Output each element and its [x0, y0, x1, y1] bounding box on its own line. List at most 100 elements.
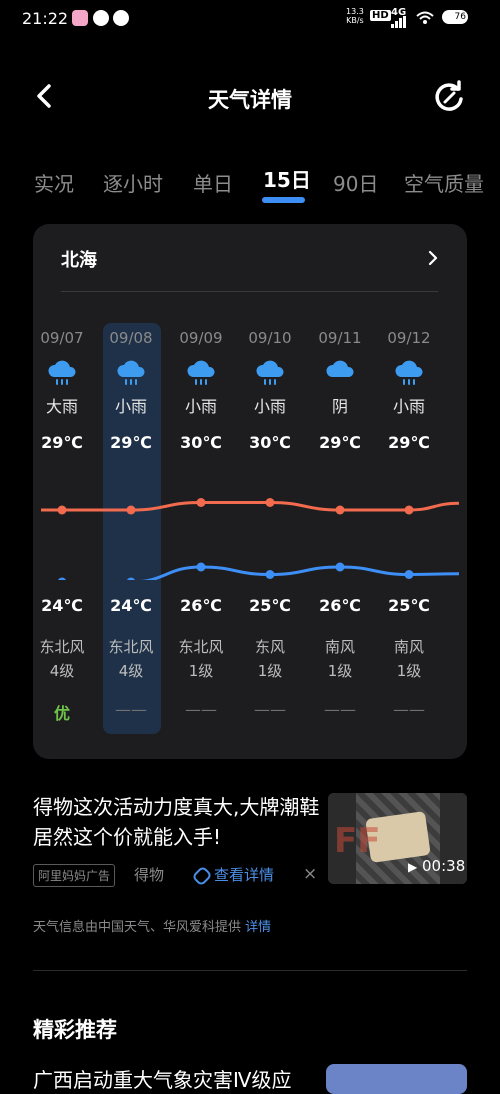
day-wind-direction: 东风	[254, 638, 285, 656]
card-divider	[61, 291, 438, 292]
day-date: 09/08	[109, 329, 153, 347]
low-temp-point	[57, 577, 67, 580]
signal-label: 4G	[391, 7, 407, 18]
battery-level: 76	[454, 12, 466, 22]
tab-15-day[interactable]: 15日	[263, 168, 311, 192]
day-condition: 阴	[331, 397, 348, 416]
day-air-quality: ——	[254, 700, 286, 719]
battery-icon: 76	[442, 10, 468, 24]
tab-hourly[interactable]: 逐小时	[103, 172, 163, 196]
low-temp-line	[140, 565, 460, 580]
temperature-chart	[40, 498, 460, 580]
day-wind-direction: 南风	[324, 638, 355, 656]
high-temp-point	[335, 505, 345, 515]
recommend-title: 精彩推荐	[33, 1018, 117, 1042]
day-condition: 大雨	[45, 397, 78, 416]
low-temp-point	[196, 562, 206, 572]
play-icon: ▶	[408, 860, 418, 874]
app-notification-icon	[113, 10, 129, 26]
status-time: 21:22	[22, 9, 69, 28]
section-divider	[33, 970, 467, 971]
chevron-right-icon[interactable]	[424, 248, 442, 268]
high-temp-point	[404, 505, 414, 515]
day-date: 09/11	[318, 329, 362, 347]
data-provider: 天气信息由中国天气、华风爱科提供 详情	[33, 916, 271, 935]
day-condition: 小雨	[253, 397, 286, 416]
active-tab-indicator	[262, 197, 305, 203]
high-temp-point	[265, 498, 275, 507]
rain-cloud-icon	[117, 360, 145, 385]
ad-detail-link[interactable]: 查看详情	[191, 864, 275, 887]
rain-cloud-icon	[256, 360, 284, 385]
day-low-temp: 25℃	[388, 596, 430, 615]
day-low-temp: 26℃	[319, 596, 361, 615]
day-condition: 小雨	[114, 397, 147, 416]
day-wind-level: 4级	[49, 662, 75, 680]
high-temp-point	[126, 505, 136, 515]
day-wind-direction: 南风	[393, 638, 424, 656]
ad-detail-link-label: 查看详情	[214, 866, 275, 884]
selected-day-highlight	[103, 323, 161, 734]
day-high-temp: 29℃	[319, 433, 361, 452]
day-low-temp: 24℃	[41, 596, 83, 615]
status-bar: 21:22 13.3 KB/s HD 4G 76	[0, 0, 500, 36]
net-speed: 13.3 KB/s	[346, 7, 364, 25]
city-name[interactable]: 北海	[61, 250, 97, 271]
low-temp-point	[404, 570, 414, 579]
day-wind-level: 1级	[188, 662, 214, 680]
refresh-icon[interactable]	[432, 80, 466, 114]
tab-single-day[interactable]: 单日	[193, 172, 233, 196]
day-low-temp: 24℃	[110, 596, 152, 615]
day-date: 09/07	[40, 329, 84, 347]
low-temp-point	[126, 577, 136, 580]
app-notification-icon	[93, 10, 109, 26]
ad-headline[interactable]: 得物这次活动力度真大,大牌潮鞋居然这个价就能入手!	[33, 795, 320, 849]
day-condition: 小雨	[184, 397, 217, 416]
back-arrow-icon[interactable]	[32, 83, 58, 109]
hd-badge: HD	[370, 10, 391, 21]
low-temp-point	[335, 562, 345, 572]
recommend-item-title[interactable]: 广西启动重大气象灾害Ⅳ级应	[33, 1068, 292, 1092]
day-date: 09/10	[248, 329, 292, 347]
link-icon	[191, 864, 213, 887]
day-date: 09/09	[179, 329, 223, 347]
high-temp-line	[40, 501, 460, 512]
ad-video-thumbnail[interactable]: FF	[328, 793, 467, 884]
app-notification-icon	[72, 10, 88, 26]
rain-cloud-icon	[48, 360, 76, 385]
day-high-temp: 29℃	[41, 433, 83, 452]
tab-90-day[interactable]: 90日	[333, 172, 379, 196]
day-air-quality: ——	[393, 700, 425, 719]
day-high-temp: 30℃	[180, 433, 222, 452]
day-date: 09/12	[387, 329, 431, 347]
day-air-quality: ——	[324, 700, 356, 719]
rain-cloud-icon	[395, 360, 423, 385]
day-wind-level: 1级	[257, 662, 283, 680]
video-duration: ▶ 00:38	[408, 857, 465, 875]
day-wind-level: 1级	[396, 662, 422, 680]
day-wind-level: 4级	[118, 662, 144, 680]
video-duration-label: 00:38	[422, 857, 466, 875]
tab-air-quality[interactable]: 空气质量	[404, 172, 484, 196]
provider-detail-link[interactable]: 详情	[245, 920, 272, 935]
high-temp-point	[57, 505, 67, 515]
rain-cloud-icon	[187, 360, 215, 385]
wifi-icon	[416, 11, 434, 24]
recommend-item-thumbnail[interactable]	[326, 1064, 467, 1094]
low-temp-point	[265, 570, 275, 579]
day-air-quality: ——	[185, 700, 217, 719]
day-wind-direction: 东北风	[178, 638, 224, 656]
ad-source: 得物	[134, 866, 165, 884]
high-temp-point	[196, 498, 206, 507]
tab-live[interactable]: 实况	[34, 172, 74, 196]
ad-tag: 阿里妈妈广告	[33, 864, 116, 887]
signal-icon	[391, 16, 406, 28]
day-air-quality: 优	[53, 704, 70, 723]
page-title: 天气详情	[208, 88, 292, 112]
day-high-temp: 29℃	[388, 433, 430, 452]
close-icon[interactable]: ×	[303, 864, 318, 884]
day-condition: 小雨	[392, 397, 425, 416]
day-high-temp: 29℃	[110, 433, 152, 452]
day-low-temp: 25℃	[249, 596, 291, 615]
day-wind-direction: 东北风	[108, 638, 154, 656]
